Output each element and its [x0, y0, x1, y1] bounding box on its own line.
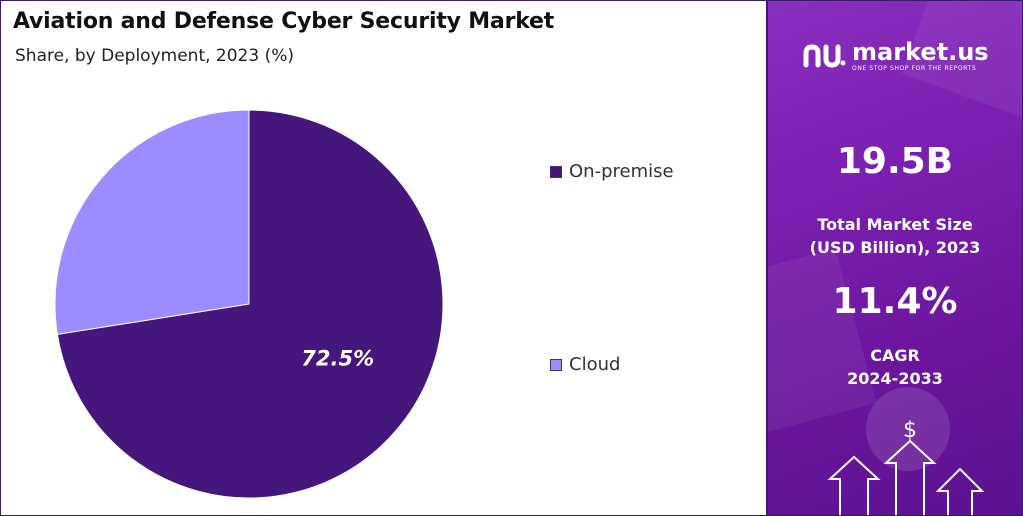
pie-data-label-on-premise: 72.5%	[301, 347, 374, 371]
cagr-period: 2024-2033	[847, 369, 943, 388]
chart-subtitle: Share, by Deployment, 2023 (%)	[15, 46, 294, 66]
market-size-value: 19.5B	[836, 141, 954, 182]
legend-item-on-premise: On-premise	[550, 161, 674, 182]
cagr-label: CAGR	[870, 346, 920, 365]
cagr-value: 11.4%	[832, 281, 958, 322]
chart-title: Aviation and Defense Cyber Security Mark…	[13, 9, 555, 34]
legend-swatch-cloud	[550, 358, 562, 371]
pie-slice-cloud	[54, 109, 250, 335]
pie-chart: 72.5%	[54, 109, 444, 499]
legend-swatch-on-premise	[550, 165, 562, 178]
brand-name: market.us	[852, 38, 989, 66]
market-size-label-line2: (USD Billion), 2023	[809, 238, 981, 257]
panel-divider	[766, 1, 768, 515]
legend-label-on-premise: On-premise	[569, 161, 674, 182]
brand-tagline: ONE STOP SHOP FOR THE REPORTS	[852, 65, 977, 72]
coin-glow	[866, 387, 950, 471]
brand: market.us ONE STOP SHOP FOR THE REPORTS	[802, 39, 989, 73]
up-arrow-icon	[827, 455, 881, 515]
legend-label-cloud: Cloud	[569, 354, 621, 375]
svg-text:$: $	[903, 418, 917, 443]
up-arrow-icon	[935, 467, 985, 515]
pie-slice-on-premise	[56, 109, 444, 499]
stats-panel: market.us ONE STOP SHOP FOR THE REPORTS …	[768, 1, 1022, 515]
market-size-label-line1: Total Market Size	[817, 215, 973, 234]
market-us-logo-icon	[803, 44, 846, 68]
up-arrow-icon	[883, 439, 937, 515]
chart-panel: Aviation and Defense Cyber Security Mark…	[1, 1, 766, 515]
dollar-icon: $	[903, 418, 917, 443]
growth-illustration: $	[827, 387, 985, 515]
legend-item-cloud: Cloud	[550, 354, 620, 375]
